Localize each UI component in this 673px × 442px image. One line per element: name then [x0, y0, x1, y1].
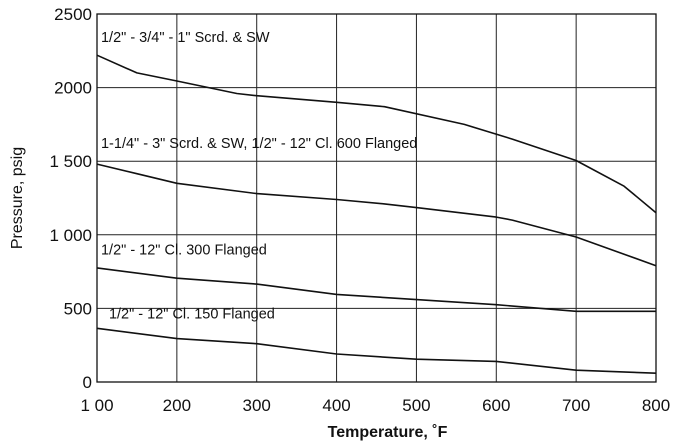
y-tick-label: 2000 — [54, 79, 92, 98]
series-label-1: 1/2" - 3/4" - 1" Scrd. & SW — [101, 30, 270, 46]
series-label-3: 1/2" - 12" Cl. 300 Flanged — [101, 243, 267, 259]
y-tick-label: 0 — [83, 373, 92, 392]
x-tick-label: 300 — [243, 396, 271, 415]
series-line-1 — [96, 54, 657, 214]
x-tick-label: 400 — [322, 396, 350, 415]
y-tick-labels: 0 500 1 000 1 500 2000 2500 — [49, 5, 92, 392]
x-tick-label: 600 — [482, 396, 510, 415]
y-axis-title: Pressure, psig — [9, 147, 26, 249]
y-tick-label: 1 000 — [49, 226, 92, 245]
series-label-2: 1-1/4" - 3" Scrd. & SW, 1/2" - 12" Cl. 6… — [101, 136, 417, 152]
series-line-3 — [96, 267, 656, 313]
series-labels: 1/2" - 3/4" - 1" Scrd. & SW 1-1/4" - 3" S… — [101, 30, 417, 323]
x-tick-label: 700 — [562, 396, 590, 415]
x-axis-title: Temperature, ˚F — [328, 424, 448, 441]
grid — [97, 14, 656, 382]
x-tick-labels: 1 00 200 300 400 500 600 700 800 — [80, 396, 670, 415]
y-tick-label: 2500 — [54, 5, 92, 24]
series-line-2 — [96, 163, 657, 267]
x-tick-label: 1 00 — [80, 396, 113, 415]
series-line-4 — [96, 327, 657, 374]
y-tick-label: 500 — [64, 299, 92, 318]
x-tick-label: 500 — [402, 396, 430, 415]
series-lines — [96, 54, 657, 374]
y-tick-label: 1 500 — [49, 152, 92, 171]
x-tick-label: 200 — [163, 396, 191, 415]
series-label-4: 1/2" - 12" Cl. 150 Flanged — [109, 307, 275, 323]
x-tick-label: 800 — [642, 396, 670, 415]
plot-frame — [96, 13, 657, 383]
